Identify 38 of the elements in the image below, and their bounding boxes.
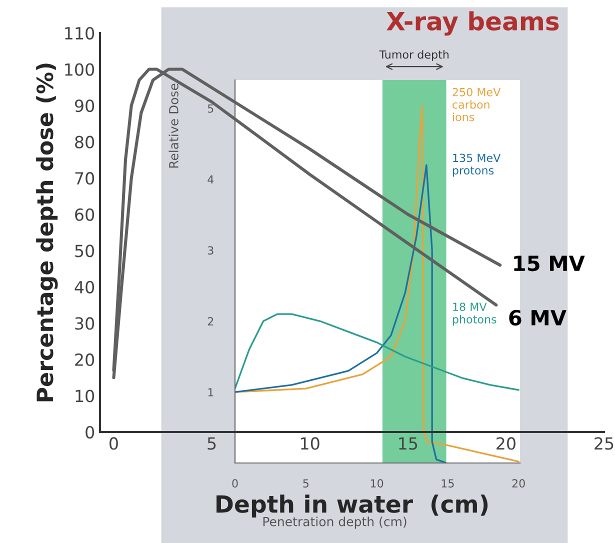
y-tick-label: 70 <box>75 172 94 185</box>
y-tick-label: 4 <box>208 175 214 184</box>
y-axis-title: Relative Dose <box>168 84 178 168</box>
x-tick-label: 10 <box>301 437 320 450</box>
y-tick-label: 0 <box>86 426 94 439</box>
series-label: 6 MV <box>509 310 566 326</box>
y-tick-label: 110 <box>65 26 94 40</box>
x-axis-title: Penetration depth (cm) <box>263 516 406 529</box>
x-tick-label: 5 <box>303 479 308 488</box>
y-tick-label: 5 <box>208 104 214 113</box>
y-tick-label: 20 <box>75 353 94 366</box>
chart-title: X-ray beams <box>386 11 559 36</box>
y-tick-label: 1 <box>208 388 214 396</box>
x-tick-label: 20 <box>512 479 525 488</box>
x-tick-label: 15 <box>442 479 454 488</box>
x-tick-label: 10 <box>370 479 384 488</box>
x-axis-title: Depth in water (cm) <box>216 494 488 518</box>
y-tick-label: 3 <box>208 246 214 255</box>
y-tick-label: 100 <box>65 63 94 76</box>
y-axis-title: Percentage depth dose (%) <box>36 64 58 402</box>
y-tick-label: 40 <box>74 280 94 294</box>
x-tick-label: 0 <box>232 479 238 488</box>
text: 18 MV photons <box>452 302 496 326</box>
x-tick-label: 15 <box>399 437 418 450</box>
x-tick-label: 0 <box>110 437 118 450</box>
band-label: Tumor depth <box>379 50 449 61</box>
y-tick-label: 10 <box>76 390 94 402</box>
y-tick-label: 80 <box>75 136 94 148</box>
text: 250 MeV carbon ions <box>452 88 501 122</box>
series-label: 15 MV <box>514 256 585 272</box>
x-tick-label: 20 <box>496 437 516 450</box>
y-tick-label: 2 <box>208 317 214 326</box>
y-tick-label: 30 <box>75 317 94 330</box>
y-tick-label: 90 <box>74 100 94 112</box>
x-tick-label: 25 <box>594 437 614 450</box>
y-tick-label: 60 <box>75 208 94 221</box>
y-tick-label: 50 <box>75 244 94 258</box>
text: 135 MeV protons <box>452 154 501 177</box>
